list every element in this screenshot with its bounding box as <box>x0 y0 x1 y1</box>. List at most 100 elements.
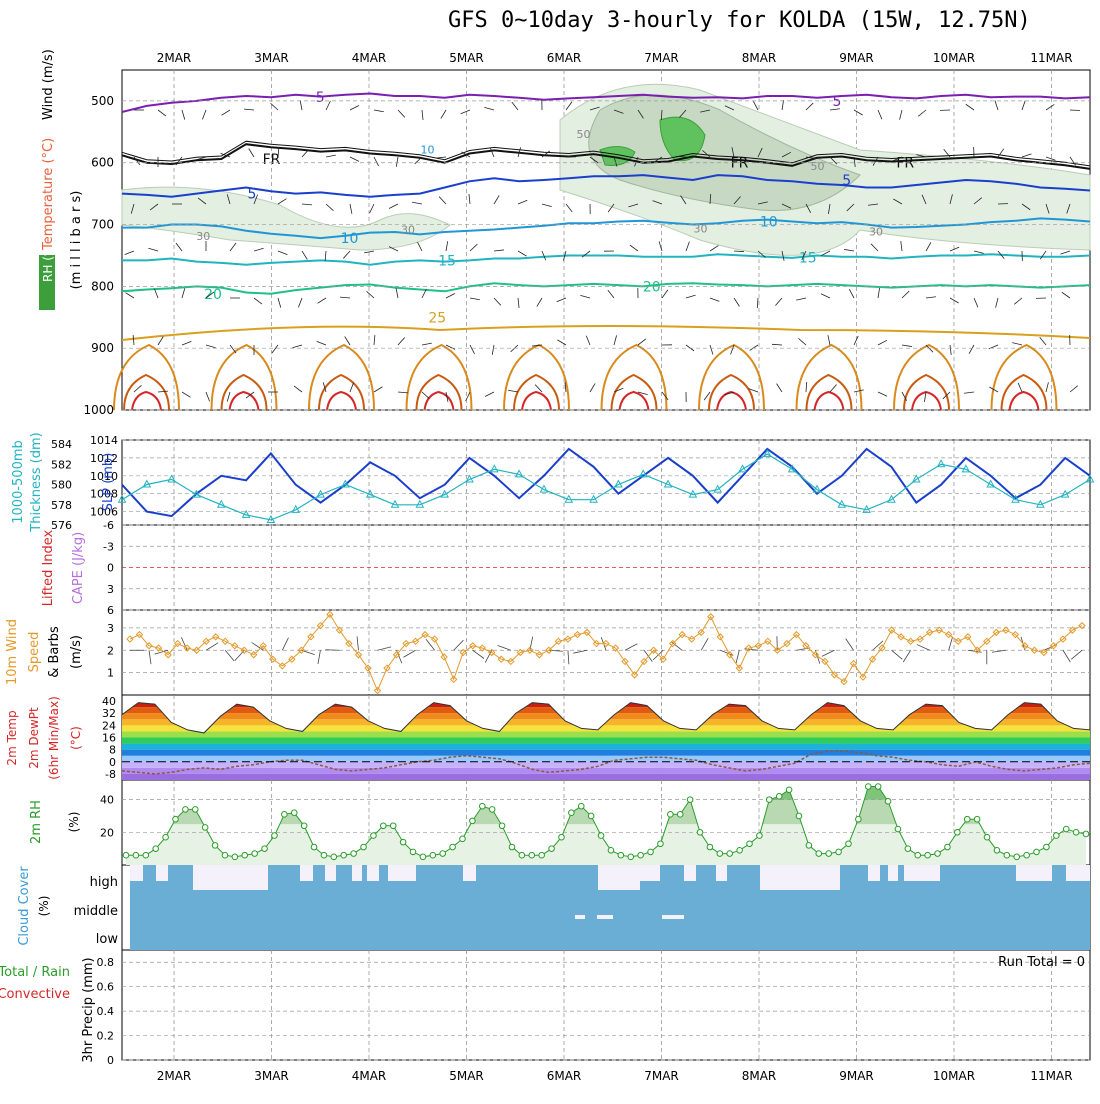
rh-point <box>766 797 772 803</box>
rh-point <box>559 834 565 840</box>
precip-tick: 0.2 <box>97 1030 115 1043</box>
rh-point <box>262 846 268 852</box>
cloud-gap <box>193 865 268 890</box>
temp-tick: 40 <box>102 695 116 708</box>
wind-barb <box>446 241 448 251</box>
rh-point <box>974 816 980 822</box>
rh-point <box>1004 852 1010 858</box>
wind-barb <box>849 289 854 298</box>
slp-ylabel: SLP (mb) <box>101 453 116 512</box>
rh-point <box>479 803 485 809</box>
temp-label-0: 2m Temp <box>5 710 19 765</box>
thickness-marker <box>913 475 920 482</box>
precip-tick: 0 <box>107 1054 114 1067</box>
wind-barb <box>917 645 930 651</box>
date-label-top: 7MAR <box>644 51 679 65</box>
rh-point <box>697 830 703 836</box>
wind-barb <box>535 385 542 392</box>
wind-barb <box>326 101 330 110</box>
wind-barb <box>302 251 307 259</box>
wind-barb <box>878 340 887 345</box>
cloud-gap <box>597 915 613 919</box>
wind-barb <box>317 341 326 345</box>
wind-barb <box>830 384 837 392</box>
wind-barb <box>490 148 494 157</box>
wind-barb <box>822 650 835 656</box>
wind-barb <box>1063 650 1070 662</box>
cloud-gap <box>868 865 880 881</box>
li-tick: 3 <box>107 583 114 596</box>
contour-label: 50 <box>811 160 825 173</box>
precip-tick: 0.8 <box>97 956 115 969</box>
temp-tick: 16 <box>102 732 116 745</box>
rh-point <box>737 847 743 853</box>
wind-barb <box>441 110 446 119</box>
precip-label: 3hr Precip (mm) <box>81 957 96 1062</box>
wind-barb <box>772 344 782 345</box>
rh-point <box>846 841 852 847</box>
wind-barb <box>345 337 350 345</box>
wind-barb <box>854 110 863 115</box>
rh-ylabel: 2m RH <box>29 800 44 844</box>
wind-barb <box>614 335 617 345</box>
wind-barb <box>298 298 302 307</box>
wind-barb <box>446 293 455 298</box>
thickness-marker <box>292 506 299 513</box>
page-title: GFS 0~10day 3-hourly for KOLDA (15W, 12.… <box>448 8 1031 33</box>
rh-point <box>351 851 357 857</box>
wind-barb <box>125 251 134 255</box>
rh-point <box>272 833 278 839</box>
wind-barb <box>148 248 158 251</box>
wind-barb <box>710 345 713 355</box>
wind-barb <box>412 202 422 204</box>
rh-point <box>717 851 723 857</box>
wind-barb <box>454 640 464 650</box>
rh-point <box>578 803 584 809</box>
temp-band <box>122 725 1090 731</box>
thickness-label-2: Thickness (dm) <box>29 432 44 532</box>
wind-barb <box>374 157 379 166</box>
thickness-tick: 580 <box>51 479 72 492</box>
wind-barb <box>370 204 374 213</box>
rh-point <box>282 812 288 818</box>
rh-point <box>232 854 238 860</box>
li-tick: -6 <box>103 519 114 532</box>
wind-ylabel: (m/s) <box>69 635 84 669</box>
rh-point <box>450 844 456 850</box>
wind-barb <box>254 298 262 304</box>
warm-contour <box>620 392 649 410</box>
temp-ylabel: (°C) <box>69 726 83 750</box>
rh-point <box>648 849 654 855</box>
contour-label: 10 <box>760 214 778 230</box>
millibars-text: (m i l l i b a r s) <box>69 191 84 290</box>
warm-contour <box>327 392 356 410</box>
warm-contour <box>407 345 472 410</box>
rh-point <box>945 844 951 850</box>
cloud-gap <box>920 865 940 881</box>
wind-barb <box>918 110 926 116</box>
contour-label: 20 <box>204 287 222 303</box>
rh-point <box>885 798 891 804</box>
wind-barb <box>302 204 312 205</box>
cloud-gap <box>640 865 660 881</box>
rh-point <box>400 839 406 845</box>
wind-barb <box>871 244 878 251</box>
wind-barb <box>396 157 398 167</box>
temperature-contour <box>122 326 1090 340</box>
warm-contour <box>602 345 667 410</box>
li-tick: 0 <box>107 562 114 575</box>
thickness-marker <box>714 486 721 493</box>
wind-barb <box>854 390 864 392</box>
wind-barb <box>494 195 499 204</box>
rh-point <box>994 847 1000 853</box>
wind-barb <box>374 387 382 392</box>
ytick-label: 800 <box>91 279 114 293</box>
wind-barb <box>828 335 830 345</box>
wind-barb <box>492 345 494 355</box>
wind-barb <box>318 650 320 664</box>
wind-barb <box>775 298 782 306</box>
rh-bands <box>122 780 1090 824</box>
rh-point <box>875 784 881 790</box>
rh-point <box>361 844 367 850</box>
wind-barb <box>900 110 902 120</box>
